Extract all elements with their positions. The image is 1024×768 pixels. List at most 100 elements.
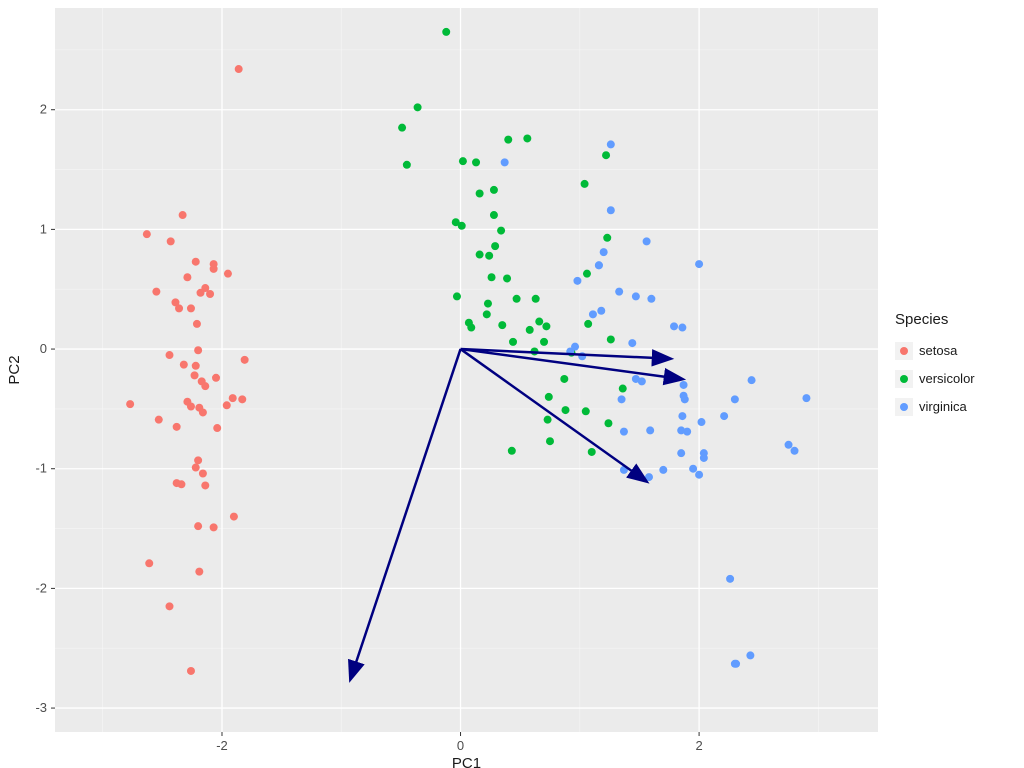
data-point	[748, 376, 756, 384]
legend-point-icon	[900, 403, 908, 411]
data-point	[791, 447, 799, 455]
data-point	[210, 523, 218, 531]
data-point	[191, 371, 199, 379]
data-point	[490, 211, 498, 219]
data-point	[589, 310, 597, 318]
data-point	[670, 322, 678, 330]
data-point	[442, 28, 450, 36]
data-point	[720, 412, 728, 420]
data-point	[192, 464, 200, 472]
data-point	[526, 326, 534, 334]
data-point	[677, 449, 685, 457]
data-point	[224, 270, 232, 278]
data-point	[476, 189, 484, 197]
data-point	[483, 310, 491, 318]
data-point	[193, 320, 201, 328]
legend-label: virginica	[919, 399, 967, 414]
data-point	[573, 277, 581, 285]
data-point	[607, 206, 615, 214]
y-tick-label: 0	[40, 341, 47, 356]
data-point	[414, 103, 422, 111]
data-point	[235, 65, 243, 73]
data-point	[173, 479, 181, 487]
data-point	[145, 559, 153, 567]
data-point	[680, 392, 688, 400]
x-tick-label: 2	[695, 738, 702, 753]
data-point	[238, 395, 246, 403]
data-point	[192, 258, 200, 266]
data-point	[785, 441, 793, 449]
data-point	[198, 377, 206, 385]
data-point	[584, 320, 592, 328]
data-point	[166, 351, 174, 359]
data-point	[571, 343, 579, 351]
data-point	[544, 416, 552, 424]
y-tick-label: -1	[35, 461, 47, 476]
data-point	[560, 375, 568, 383]
data-point	[398, 124, 406, 132]
data-point	[167, 237, 175, 245]
data-point	[126, 400, 134, 408]
data-point	[680, 381, 688, 389]
data-point	[603, 234, 611, 242]
data-point	[180, 361, 188, 369]
x-axis-title: PC1	[452, 755, 481, 768]
y-tick-label: 2	[40, 102, 47, 117]
data-point	[597, 307, 605, 315]
data-point	[152, 288, 160, 296]
data-point	[618, 395, 626, 403]
data-point	[476, 251, 484, 259]
data-point	[540, 338, 548, 346]
data-point	[183, 273, 191, 281]
data-point	[678, 324, 686, 332]
data-point	[490, 186, 498, 194]
data-point	[194, 346, 202, 354]
data-point	[504, 136, 512, 144]
data-point	[695, 260, 703, 268]
data-point	[485, 252, 493, 260]
legend-label: setosa	[919, 343, 958, 358]
data-point	[535, 318, 543, 326]
data-point	[546, 437, 554, 445]
data-point	[689, 465, 697, 473]
data-point	[607, 140, 615, 148]
data-point	[467, 324, 475, 332]
data-point	[194, 522, 202, 530]
data-point	[488, 273, 496, 281]
data-point	[491, 242, 499, 250]
data-point	[210, 260, 218, 268]
data-point	[545, 393, 553, 401]
data-point	[731, 395, 739, 403]
data-point	[620, 428, 628, 436]
data-point	[604, 419, 612, 427]
data-point	[562, 406, 570, 414]
data-point	[583, 270, 591, 278]
data-point	[678, 412, 686, 420]
data-point	[229, 394, 237, 402]
data-point	[472, 158, 480, 166]
data-point	[581, 180, 589, 188]
data-point	[452, 218, 460, 226]
data-point	[187, 667, 195, 675]
data-point	[659, 466, 667, 474]
legend-title: Species	[895, 311, 948, 328]
data-point	[532, 295, 540, 303]
data-point	[223, 401, 231, 409]
data-point	[700, 449, 708, 457]
data-point	[643, 237, 651, 245]
data-point	[683, 428, 691, 436]
data-point	[230, 513, 238, 521]
data-point	[600, 248, 608, 256]
legend-point-icon	[900, 347, 908, 355]
data-point	[615, 288, 623, 296]
data-point	[503, 274, 511, 282]
data-point	[619, 385, 627, 393]
data-point	[173, 423, 181, 431]
data-point	[646, 426, 654, 434]
data-point	[638, 377, 646, 385]
y-tick-label: -2	[35, 580, 47, 595]
data-point	[194, 456, 202, 464]
data-point	[523, 134, 531, 142]
data-point	[513, 295, 521, 303]
x-tick-label: -2	[216, 738, 228, 753]
